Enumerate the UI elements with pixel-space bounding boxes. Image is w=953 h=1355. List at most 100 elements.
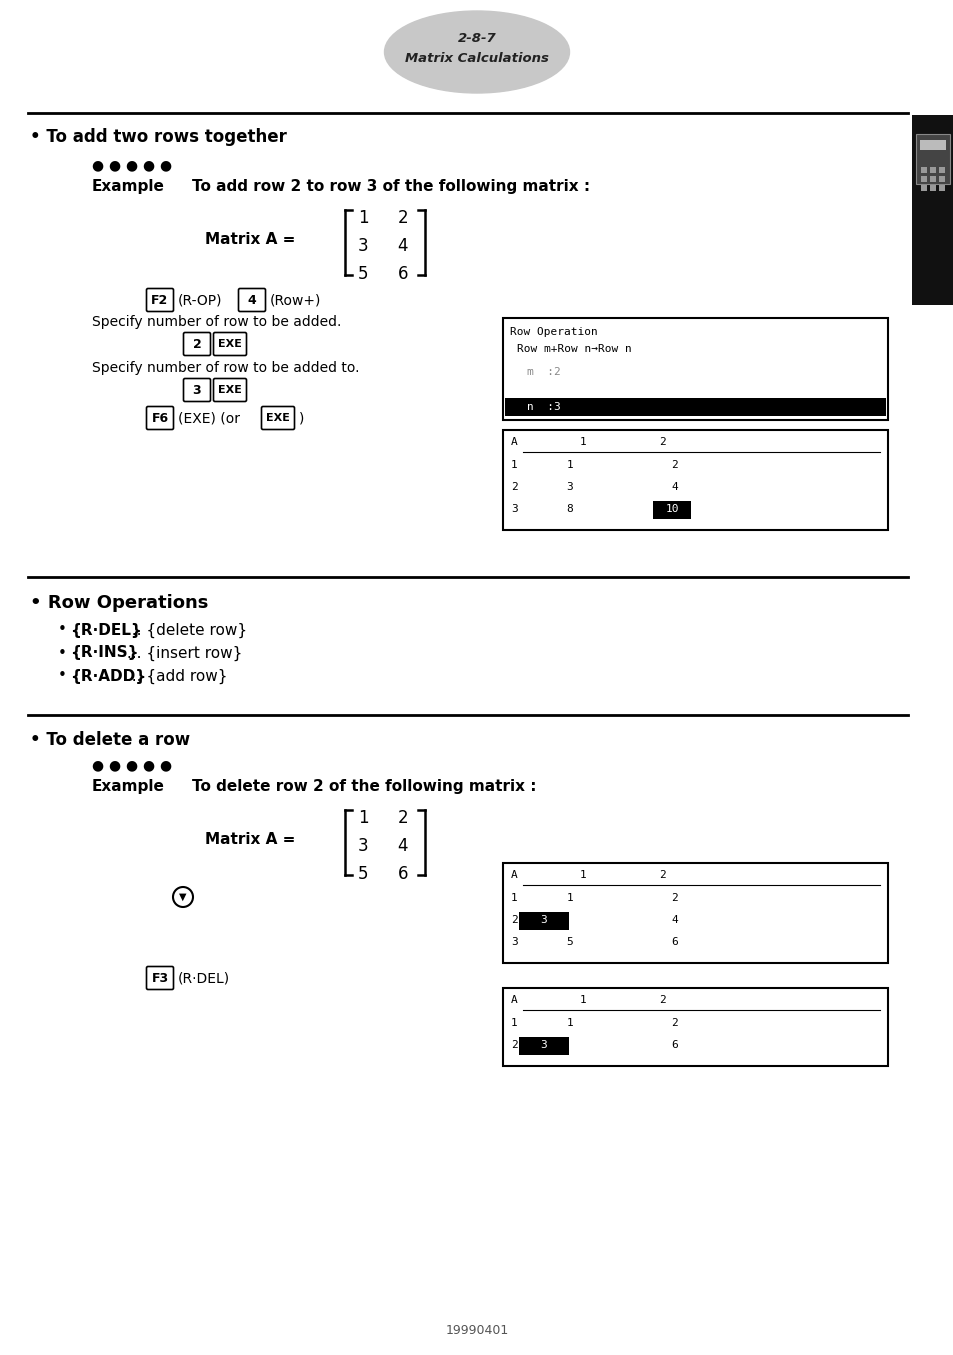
Text: F6: F6: [152, 412, 169, 424]
Text: 2: 2: [397, 809, 408, 827]
FancyBboxPatch shape: [261, 406, 294, 430]
Text: 1: 1: [357, 209, 368, 228]
FancyBboxPatch shape: [213, 378, 246, 401]
Text: 1: 1: [511, 459, 517, 470]
Text: {R·ADD}: {R·ADD}: [70, 668, 146, 683]
Text: A: A: [511, 870, 517, 879]
Text: 1: 1: [566, 893, 573, 902]
FancyBboxPatch shape: [147, 406, 173, 430]
Text: 2: 2: [397, 209, 408, 228]
Text: • To add two rows together: • To add two rows together: [30, 127, 287, 146]
FancyBboxPatch shape: [938, 176, 944, 182]
Text: (R-OP): (R-OP): [178, 293, 222, 308]
Text: 6: 6: [397, 864, 408, 883]
Text: {R·DEL}: {R·DEL}: [70, 622, 142, 637]
Text: (Row+): (Row+): [270, 293, 321, 308]
Text: 5: 5: [566, 938, 573, 947]
Text: 1: 1: [579, 995, 586, 1005]
FancyBboxPatch shape: [915, 134, 949, 184]
Text: 2: 2: [671, 1018, 678, 1028]
Text: 6: 6: [671, 938, 678, 947]
Text: m  :2: m :2: [526, 367, 560, 377]
FancyBboxPatch shape: [920, 167, 926, 173]
Text: 4: 4: [671, 482, 678, 492]
Text: 1: 1: [566, 459, 573, 470]
Text: Example: Example: [91, 779, 165, 794]
FancyBboxPatch shape: [147, 966, 173, 989]
Text: 19990401: 19990401: [445, 1324, 508, 1336]
FancyBboxPatch shape: [920, 176, 926, 182]
Text: 2: 2: [193, 337, 201, 351]
FancyBboxPatch shape: [183, 332, 211, 355]
Text: 6: 6: [671, 1041, 678, 1050]
FancyBboxPatch shape: [938, 186, 944, 191]
Text: 5: 5: [357, 266, 368, 283]
Text: 3: 3: [193, 383, 201, 397]
Text: 3: 3: [540, 1041, 547, 1050]
FancyBboxPatch shape: [929, 176, 935, 182]
Text: 4: 4: [671, 915, 678, 925]
Text: 1: 1: [579, 438, 586, 447]
Text: F3: F3: [152, 972, 169, 985]
FancyBboxPatch shape: [183, 378, 211, 401]
FancyBboxPatch shape: [911, 115, 953, 305]
FancyBboxPatch shape: [502, 318, 887, 420]
Text: 3: 3: [511, 938, 517, 947]
FancyBboxPatch shape: [504, 398, 885, 416]
Text: 4: 4: [397, 237, 408, 255]
Text: 3: 3: [511, 504, 517, 514]
Text: (R·DEL): (R·DEL): [178, 972, 230, 985]
Text: 2: 2: [659, 995, 666, 1005]
Text: ● ● ● ● ●: ● ● ● ● ●: [91, 757, 172, 772]
Text: F2: F2: [152, 294, 169, 306]
Text: ... {delete row}: ... {delete row}: [122, 622, 248, 638]
FancyBboxPatch shape: [652, 501, 690, 519]
Text: 3: 3: [357, 237, 368, 255]
Text: To delete row 2 of the following matrix :: To delete row 2 of the following matrix …: [192, 779, 536, 794]
FancyBboxPatch shape: [502, 988, 887, 1066]
FancyBboxPatch shape: [502, 863, 887, 963]
FancyBboxPatch shape: [213, 332, 246, 355]
FancyBboxPatch shape: [518, 912, 568, 930]
Text: ... {add row}: ... {add row}: [122, 668, 228, 684]
Text: ▼: ▼: [179, 892, 187, 902]
Text: •: •: [58, 668, 71, 683]
Text: Example: Example: [91, 179, 165, 194]
Text: 3: 3: [357, 837, 368, 855]
Text: 1: 1: [357, 809, 368, 827]
Text: A: A: [511, 995, 517, 1005]
Text: {R·INS}: {R·INS}: [70, 645, 138, 660]
FancyBboxPatch shape: [938, 167, 944, 173]
Text: EXE: EXE: [218, 339, 242, 350]
Text: ... {insert row}: ... {insert row}: [122, 645, 243, 661]
Text: To add row 2 to row 3 of the following matrix :: To add row 2 to row 3 of the following m…: [192, 179, 590, 194]
Text: 1: 1: [579, 870, 586, 879]
Text: 8: 8: [566, 504, 573, 514]
FancyBboxPatch shape: [920, 186, 926, 191]
Text: (EXE) (or: (EXE) (or: [178, 411, 240, 425]
Text: • To delete a row: • To delete a row: [30, 730, 190, 749]
Text: 1: 1: [566, 1018, 573, 1028]
Text: Specify number of row to be added.: Specify number of row to be added.: [91, 314, 341, 329]
Text: EXE: EXE: [218, 385, 242, 396]
Text: 6: 6: [397, 266, 408, 283]
Text: 2: 2: [659, 870, 666, 879]
FancyBboxPatch shape: [238, 289, 265, 312]
Text: •: •: [58, 622, 71, 637]
Text: 2: 2: [511, 482, 517, 492]
Text: 2: 2: [671, 893, 678, 902]
Text: 2: 2: [659, 438, 666, 447]
Text: Row Operation: Row Operation: [510, 327, 598, 337]
Text: Matrix Calculations: Matrix Calculations: [405, 51, 548, 65]
FancyBboxPatch shape: [919, 140, 945, 150]
Text: Row m+Row n→Row n: Row m+Row n→Row n: [517, 344, 631, 354]
Text: • Row Operations: • Row Operations: [30, 593, 208, 612]
Ellipse shape: [384, 11, 569, 93]
Text: ● ● ● ● ●: ● ● ● ● ●: [91, 159, 172, 172]
Text: 1: 1: [511, 1018, 517, 1028]
Text: 2-8-7: 2-8-7: [457, 31, 496, 45]
Text: 5: 5: [357, 864, 368, 883]
FancyBboxPatch shape: [518, 1037, 568, 1056]
FancyBboxPatch shape: [929, 186, 935, 191]
FancyBboxPatch shape: [147, 289, 173, 312]
